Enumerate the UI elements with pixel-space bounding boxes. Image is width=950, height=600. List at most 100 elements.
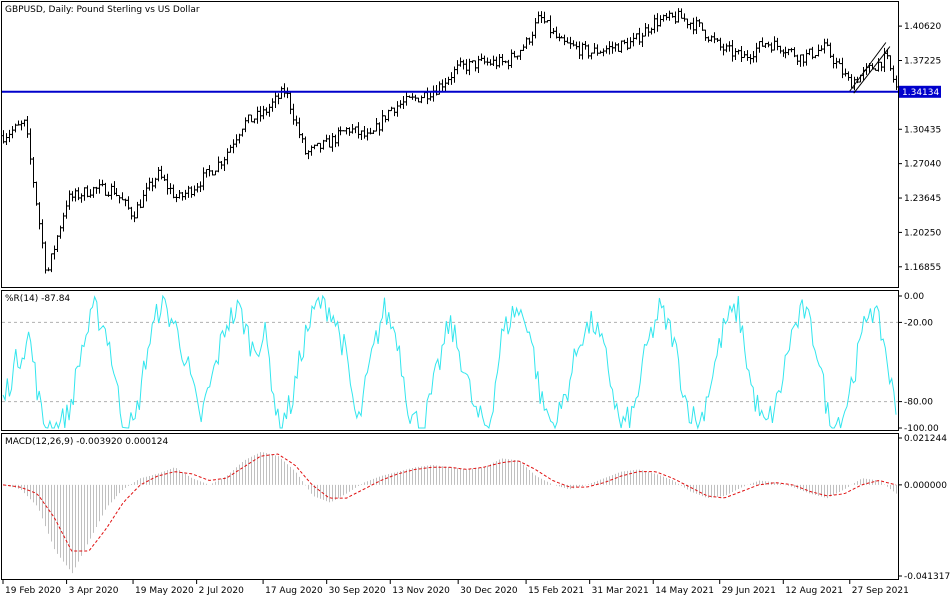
price-bar — [601, 48, 606, 57]
price-bar — [548, 15, 553, 39]
price-bar — [261, 105, 266, 120]
time-tick-label: 30 Dec 2020 — [460, 586, 518, 596]
price-bar — [712, 32, 717, 44]
macd-title: MACD(12,26,9) -0.003920 0.000124 — [5, 437, 168, 447]
price-bar — [404, 92, 409, 106]
time-tick-label: 30 Sep 2020 — [329, 586, 386, 596]
price-bar — [216, 156, 221, 173]
price-bar — [730, 39, 735, 62]
price-bar — [123, 198, 128, 207]
price-bar — [362, 125, 367, 139]
price-bar — [377, 122, 382, 136]
price-bar — [682, 13, 687, 22]
price-bar — [521, 44, 526, 52]
price-bar — [709, 35, 714, 42]
price-bar — [775, 37, 780, 51]
price-tick-label: 1.37225 — [904, 56, 941, 66]
price-bar — [204, 169, 209, 178]
price-bar — [718, 37, 723, 51]
price-bar — [616, 43, 621, 52]
price-bar — [491, 55, 496, 66]
price-bar — [258, 106, 263, 122]
price-bar — [760, 37, 765, 47]
price-bar — [452, 66, 457, 83]
price-bar — [103, 182, 108, 196]
price-bar — [664, 13, 669, 21]
price-bar — [365, 128, 370, 141]
price-bar — [246, 114, 251, 124]
price-bar — [631, 32, 636, 47]
price-bar — [106, 191, 111, 197]
price-bar — [255, 106, 260, 124]
price-bar — [643, 23, 648, 37]
price-bar — [273, 91, 278, 109]
price-bar — [604, 45, 609, 54]
macd-pane[interactable] — [1, 433, 899, 580]
price-tick-label: 1.16855 — [904, 263, 941, 273]
wpr-tick-label: 0.00 — [904, 292, 924, 302]
macd-tick-label: -0.041317 — [904, 572, 950, 582]
macd-tick-label: 0.000000 — [904, 481, 947, 491]
price-bar — [443, 77, 448, 92]
price-bar — [222, 156, 227, 172]
price-bar — [330, 133, 335, 152]
axes: 1.40620 1.37225 1.30435 1.27040 1.23645 1.202… — [2, 22, 950, 596]
price-bar — [386, 109, 391, 122]
price-bar — [500, 53, 505, 66]
price-bar — [455, 60, 460, 75]
price-bar — [201, 167, 206, 191]
price-bar — [568, 36, 573, 49]
wpr-pane[interactable] — [1, 290, 899, 431]
price-bar — [234, 134, 239, 148]
price-bar — [533, 18, 538, 39]
price-bar — [843, 68, 848, 77]
price-bar — [37, 202, 42, 230]
price-bar — [479, 53, 484, 61]
price-bar — [132, 211, 137, 223]
current-price-label: 1.34134 — [899, 85, 941, 98]
price-bar — [613, 42, 618, 52]
price-bar — [586, 44, 591, 59]
wpr-line — [2, 294, 897, 430]
symbol-title: GBPUSD, Daily: Pound Sterling vs US Doll… — [5, 5, 200, 15]
price-bar — [536, 11, 541, 24]
price-bar — [801, 54, 806, 67]
wpr-indicator — [2, 294, 898, 430]
price-bar — [658, 15, 663, 27]
price-bar — [473, 60, 478, 72]
price-bar — [225, 148, 230, 165]
price-bar — [353, 126, 358, 134]
price-bar — [745, 50, 750, 61]
price-bar — [667, 10, 672, 21]
price-bar — [129, 206, 134, 220]
price-bar — [67, 190, 72, 210]
price-bar — [425, 87, 430, 105]
price-bar — [97, 179, 102, 194]
price-bar — [476, 55, 481, 74]
price-bar — [837, 58, 842, 65]
price-bar — [141, 189, 146, 208]
price-bar — [891, 65, 896, 83]
price-bar — [7, 129, 12, 143]
price-bar — [831, 53, 836, 69]
price-bar — [333, 134, 338, 148]
channel-line-upper[interactable] — [849, 42, 887, 92]
price-bar — [25, 116, 30, 138]
price-bar — [70, 191, 75, 202]
price-bar — [828, 42, 833, 58]
price-bar — [849, 74, 854, 89]
price-bar — [109, 183, 114, 200]
price-bar — [497, 53, 502, 68]
price-bar — [721, 43, 726, 56]
price-bar — [300, 133, 305, 144]
price-bar — [482, 55, 487, 65]
price-bar — [446, 76, 451, 85]
channel-line-lower[interactable] — [853, 46, 891, 94]
price-bar — [589, 52, 594, 60]
price-pane[interactable] — [1, 1, 899, 288]
price-bar — [231, 139, 236, 154]
price-bar — [88, 189, 93, 198]
macd-signal-line — [2, 453, 897, 552]
price-bar — [291, 103, 296, 125]
